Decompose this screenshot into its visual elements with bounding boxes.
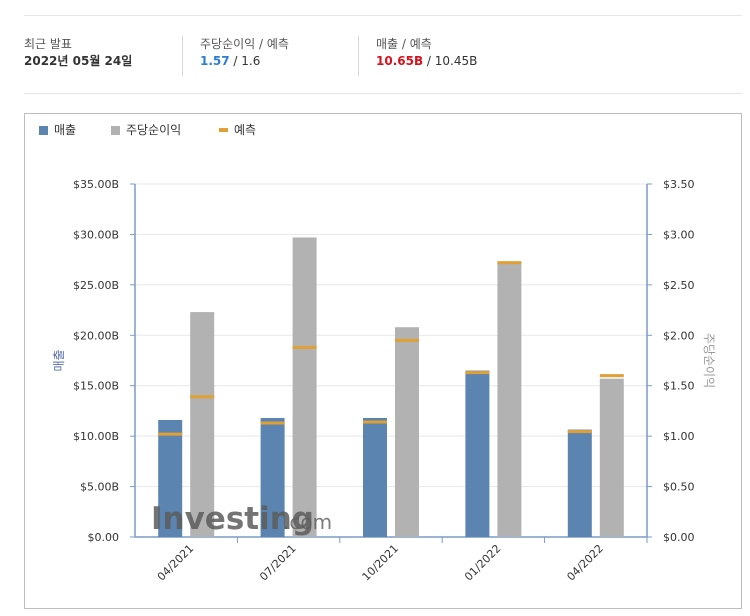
eps-bar [395,327,419,537]
y-left-tick-label: $25.00B [73,279,119,292]
revenue-forecast-mark [158,432,183,436]
legend-label-eps: 주당순이익 [126,123,182,137]
revenue-forecast-mark [465,371,490,375]
legend-item-eps[interactable]: 주당순이익 [111,122,181,138]
y-right-tick-label: $2.00 [663,329,695,342]
eps-separator: / [229,54,242,68]
earnings-summary: 최근 발표 2022년 05월 24일 주당순이익 / 예측 1.57 / 1.… [24,36,742,76]
y-right-tick-label: $1.00 [663,430,695,443]
latest-release-date: 2022년 05월 24일 [24,54,133,68]
y-right-tick-label: $3.00 [663,228,695,241]
x-tick-label: 01/2022 [462,542,504,584]
revenue-separator: / [423,54,435,68]
eps-bar [292,237,317,537]
watermark-logo-suffix: .com [283,510,332,534]
legend-label-revenue: 매출 [54,123,77,137]
eps-stat-value: 1.57 / 1.6 [200,53,289,69]
y-left-tick-label: $20.00B [73,329,119,342]
y-left-tick-label: $0.00 [88,531,120,544]
y-right-tick-label: $0.00 [663,531,695,544]
y-right-axis-title: 주당순이익 [702,333,716,388]
y-right-tick-label: $3.50 [663,178,695,191]
latest-release: 최근 발표 2022년 05월 24일 [24,36,132,76]
legend-item-revenue[interactable]: 매출 [39,122,76,138]
legend-swatch-revenue [39,126,48,135]
eps-forecast-mark [497,261,522,265]
legend-label-forecast: 예측 [234,123,257,137]
eps-bar [599,378,624,537]
legend-swatch-forecast [219,128,228,132]
revenue-bar [158,420,183,537]
revenue-bar [465,370,490,537]
top-divider [24,15,742,16]
revenue-bar [363,417,387,537]
summary-divider [358,36,359,76]
y-left-tick-label: $5.00B [80,481,119,494]
eps-forecast-mark [599,374,624,378]
chart-plot: $0.00 $0.00 $5.00B $0.50 $10.00B $1.00 $15.00B… [52,178,716,584]
summary-divider [182,36,183,76]
revenue-stat-label: 매출 / 예측 [376,37,432,51]
latest-release-label: 최근 발표 [24,37,72,51]
y-left-tick-label: $35.00B [73,178,119,191]
revenue-forecast-mark [363,420,387,424]
y-right-tick-label: $2.50 [663,279,695,292]
eps-actual: 1.57 [200,54,230,68]
watermark-logo: Investing [151,501,314,537]
eps-forecast-mark [395,338,419,342]
y-left-tick-label: $15.00B [73,380,119,393]
y-left-tick-label: $10.00B [73,430,119,443]
y-left-axis-title: 매출 [52,349,66,371]
earnings-chart: 매출 주당순이익 예측 $0.00 $0.00 $5.00B $0.50 $10.00B… [24,113,742,609]
revenue-forecast-mark [260,421,285,425]
y-right-tick-label: $1.50 [663,380,695,393]
x-tick-label: 10/2021 [360,542,402,584]
revenue-bar [260,417,285,537]
section-divider [24,93,742,94]
revenue-forecast: 10.45B [434,54,478,68]
eps-bar [190,312,215,537]
eps-bar [497,262,522,537]
x-tick-label: 04/2022 [564,542,606,584]
eps-forecast: 1.6 [241,54,261,68]
revenue-bar [567,429,592,537]
legend-item-forecast[interactable]: 예측 [219,122,256,138]
x-tick-label: 04/2021 [155,542,197,584]
eps-stat-label: 주당순이익 / 예측 [200,37,289,51]
eps-forecast-mark [292,345,317,349]
revenue-forecast-mark [567,430,592,434]
y-right-tick-label: $0.50 [663,481,695,494]
eps-forecast-mark [190,395,215,399]
eps-stat: 주당순이익 / 예측 1.57 / 1.6 [200,36,289,76]
revenue-stat-value: 10.65B / 10.45B [376,53,477,69]
revenue-actual: 10.65B [376,54,424,68]
y-left-tick-label: $30.00B [73,228,119,241]
revenue-stat: 매출 / 예측 10.65B / 10.45B [376,36,477,76]
x-tick-label: 07/2021 [257,542,299,584]
legend-swatch-eps [111,126,120,135]
